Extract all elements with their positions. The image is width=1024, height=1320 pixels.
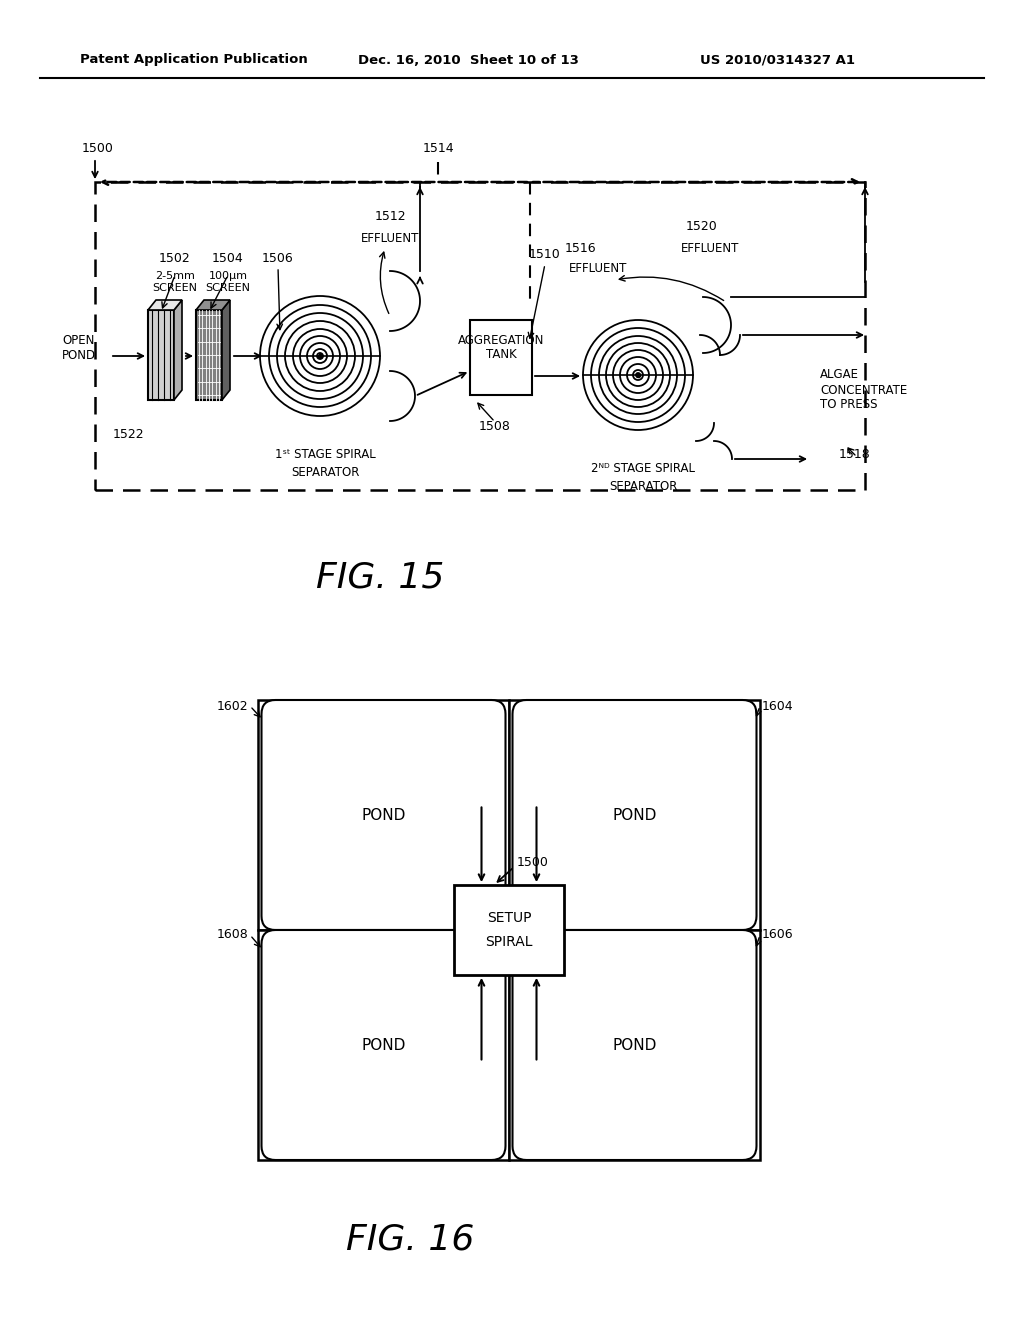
Text: 1604: 1604 [762, 700, 794, 713]
Text: SETUP: SETUP [486, 911, 531, 925]
Polygon shape [174, 300, 182, 400]
Text: 2-5mm
SCREEN: 2-5mm SCREEN [153, 271, 198, 293]
Text: 100μm
SCREEN: 100μm SCREEN [206, 271, 251, 293]
Text: POND: POND [361, 808, 406, 822]
FancyBboxPatch shape [512, 700, 757, 931]
Text: OPEN
POND: OPEN POND [61, 334, 96, 362]
Text: 1522: 1522 [113, 429, 144, 441]
Bar [470, 319, 532, 395]
Bar [509, 700, 760, 931]
Polygon shape [148, 300, 182, 310]
Text: EFFLUENT: EFFLUENT [568, 261, 627, 275]
Text: US 2010/0314327 A1: US 2010/0314327 A1 [700, 54, 855, 66]
Text: 1506: 1506 [262, 252, 294, 264]
Text: 1602: 1602 [216, 700, 248, 713]
Text: 1510: 1510 [529, 248, 561, 260]
Text: 1606: 1606 [762, 928, 794, 941]
Bar [258, 931, 509, 1160]
Text: 1608: 1608 [216, 928, 248, 941]
Text: 1508: 1508 [479, 421, 511, 433]
Text: EFFLUENT: EFFLUENT [681, 242, 739, 255]
FancyBboxPatch shape [261, 700, 506, 931]
Text: 1500: 1500 [82, 141, 114, 154]
Text: 1500: 1500 [517, 857, 549, 870]
Text: POND: POND [361, 1038, 406, 1052]
Text: 1512: 1512 [374, 210, 406, 223]
Text: 1520: 1520 [686, 219, 718, 232]
Text: 1516: 1516 [564, 242, 596, 255]
Text: 1514: 1514 [422, 141, 454, 154]
Text: FIG. 16: FIG. 16 [346, 1224, 474, 1257]
Text: 1518: 1518 [839, 449, 870, 462]
Text: EFFLUENT: EFFLUENT [360, 231, 419, 244]
Text: SEPARATOR: SEPARATOR [291, 466, 359, 479]
Bar [95, 182, 865, 490]
Text: AGGREGATION
TANK: AGGREGATION TANK [458, 334, 544, 362]
Text: 1502: 1502 [159, 252, 190, 264]
Bar [509, 931, 760, 1160]
Bar [454, 884, 564, 975]
Text: FIG. 15: FIG. 15 [315, 561, 444, 595]
Text: 1ˢᵗ STAGE SPIRAL: 1ˢᵗ STAGE SPIRAL [274, 449, 376, 462]
Polygon shape [196, 300, 230, 310]
Text: SEPARATOR: SEPARATOR [609, 480, 677, 494]
Text: POND: POND [612, 1038, 656, 1052]
FancyBboxPatch shape [512, 931, 757, 1160]
Bar [196, 310, 222, 400]
FancyBboxPatch shape [261, 931, 506, 1160]
Text: Patent Application Publication: Patent Application Publication [80, 54, 308, 66]
Text: ALGAE
CONCENTRATE
TO PRESS: ALGAE CONCENTRATE TO PRESS [820, 368, 907, 412]
Text: SPIRAL: SPIRAL [485, 935, 532, 949]
Polygon shape [222, 300, 230, 400]
Text: POND: POND [612, 808, 656, 822]
Text: 1504: 1504 [212, 252, 244, 264]
Text: 2ᴺᴰ STAGE SPIRAL: 2ᴺᴰ STAGE SPIRAL [591, 462, 695, 474]
Bar [258, 700, 509, 931]
Text: Dec. 16, 2010  Sheet 10 of 13: Dec. 16, 2010 Sheet 10 of 13 [358, 54, 579, 66]
Bar [148, 310, 174, 400]
